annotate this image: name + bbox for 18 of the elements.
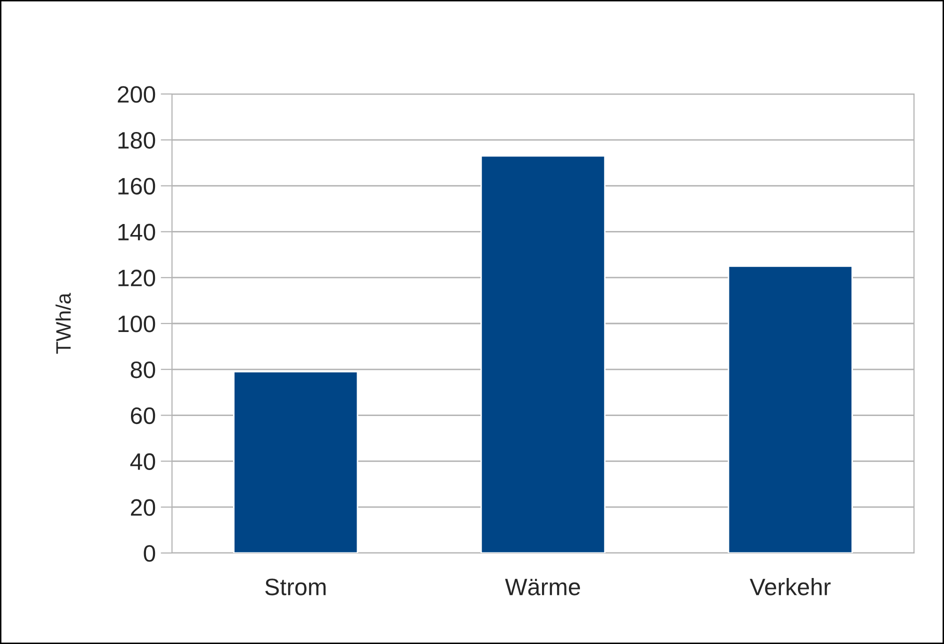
y-tick-label: 100 [118, 316, 156, 332]
bar [480, 155, 606, 553]
x-tick-label: Verkehr [750, 578, 831, 596]
y-tick-label: 140 [118, 224, 156, 240]
x-tick-label: Wärme [505, 578, 580, 596]
bar [728, 265, 853, 553]
y-tick-label: 200 [118, 86, 156, 103]
y-tick-label: 120 [118, 270, 156, 286]
y-tick-label: 20 [130, 499, 156, 516]
y-tick-label: 0 [144, 545, 156, 562]
y-tick-label: 80 [130, 361, 156, 378]
x-tick-label: Strom [265, 578, 326, 596]
y-tick-label: 40 [130, 453, 156, 470]
y-axis-title: TWh/a [56, 292, 71, 354]
y-tick-label: 60 [130, 407, 156, 424]
bar [233, 371, 358, 553]
y-tick-label: 160 [118, 178, 156, 195]
y-tick-label: 180 [118, 132, 156, 149]
